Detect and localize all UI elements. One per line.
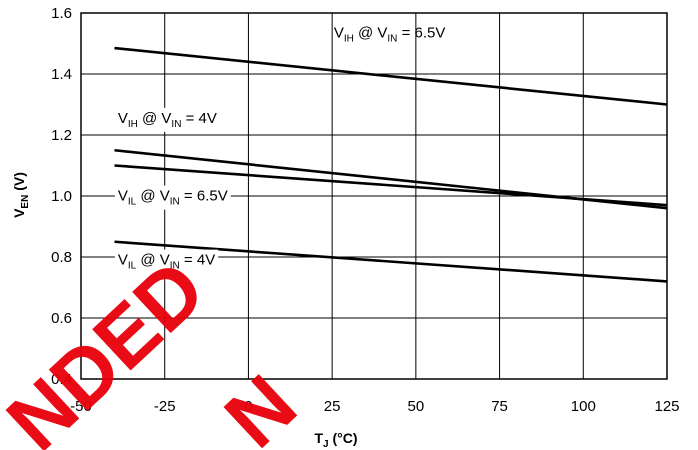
x-tick-label: 25 — [324, 398, 341, 415]
y-tick-label: 1.6 — [51, 5, 72, 22]
series-lines — [114, 46, 668, 283]
y-axis-title: VEN (V) — [11, 172, 31, 218]
x-axis-title: TJ (°C) — [314, 430, 357, 450]
x-tick-label: 75 — [491, 398, 508, 415]
series-line — [114, 240, 668, 283]
series-annotations: VIH @ VIN = 6.5V VIH @ VIN = 4V VIL @ VIN … — [114, 24, 446, 274]
y-tick-label: 0.6 — [51, 310, 72, 327]
y-tick-label: 1.0 — [51, 188, 72, 205]
x-tick-label: 0 — [244, 398, 252, 415]
y-tick-labels: 0.4 0.6 0.8 1.0 1.2 1.4 1.6 — [51, 5, 72, 388]
plot-frame — [80, 12, 668, 380]
x-tick-label: 50 — [408, 398, 425, 415]
y-tick-label: 0.8 — [51, 249, 72, 266]
grid — [81, 13, 667, 379]
y-tick-label: 0.4 — [51, 371, 72, 388]
series-annotation: VIL @ VIN = 4V — [118, 252, 215, 272]
series-line — [114, 164, 668, 207]
series-line — [114, 46, 668, 106]
x-tick-labels: -50 -25 0 25 50 75 100 125 — [70, 398, 679, 415]
series-annotation: VIL @ VIN = 6.5V — [118, 188, 228, 208]
y-tick-label: 1.4 — [51, 66, 72, 83]
x-tick-label: -50 — [70, 398, 92, 415]
annotation-background — [114, 185, 231, 210]
annotation-background — [114, 107, 220, 132]
x-tick-label: -25 — [154, 398, 176, 415]
series-annotation: VIH @ VIN = 6.5V — [334, 24, 446, 44]
series-annotation: VIH @ VIN = 4V — [118, 110, 217, 130]
watermark-word-1: NDED — [0, 243, 222, 450]
x-tick-label: 125 — [654, 398, 679, 415]
annotation-background — [114, 249, 219, 274]
y-tick-label: 1.2 — [51, 127, 72, 144]
watermark: NDED N — [0, 243, 314, 450]
x-tick-label: 100 — [571, 398, 596, 415]
watermark-word-2: N — [208, 358, 313, 450]
